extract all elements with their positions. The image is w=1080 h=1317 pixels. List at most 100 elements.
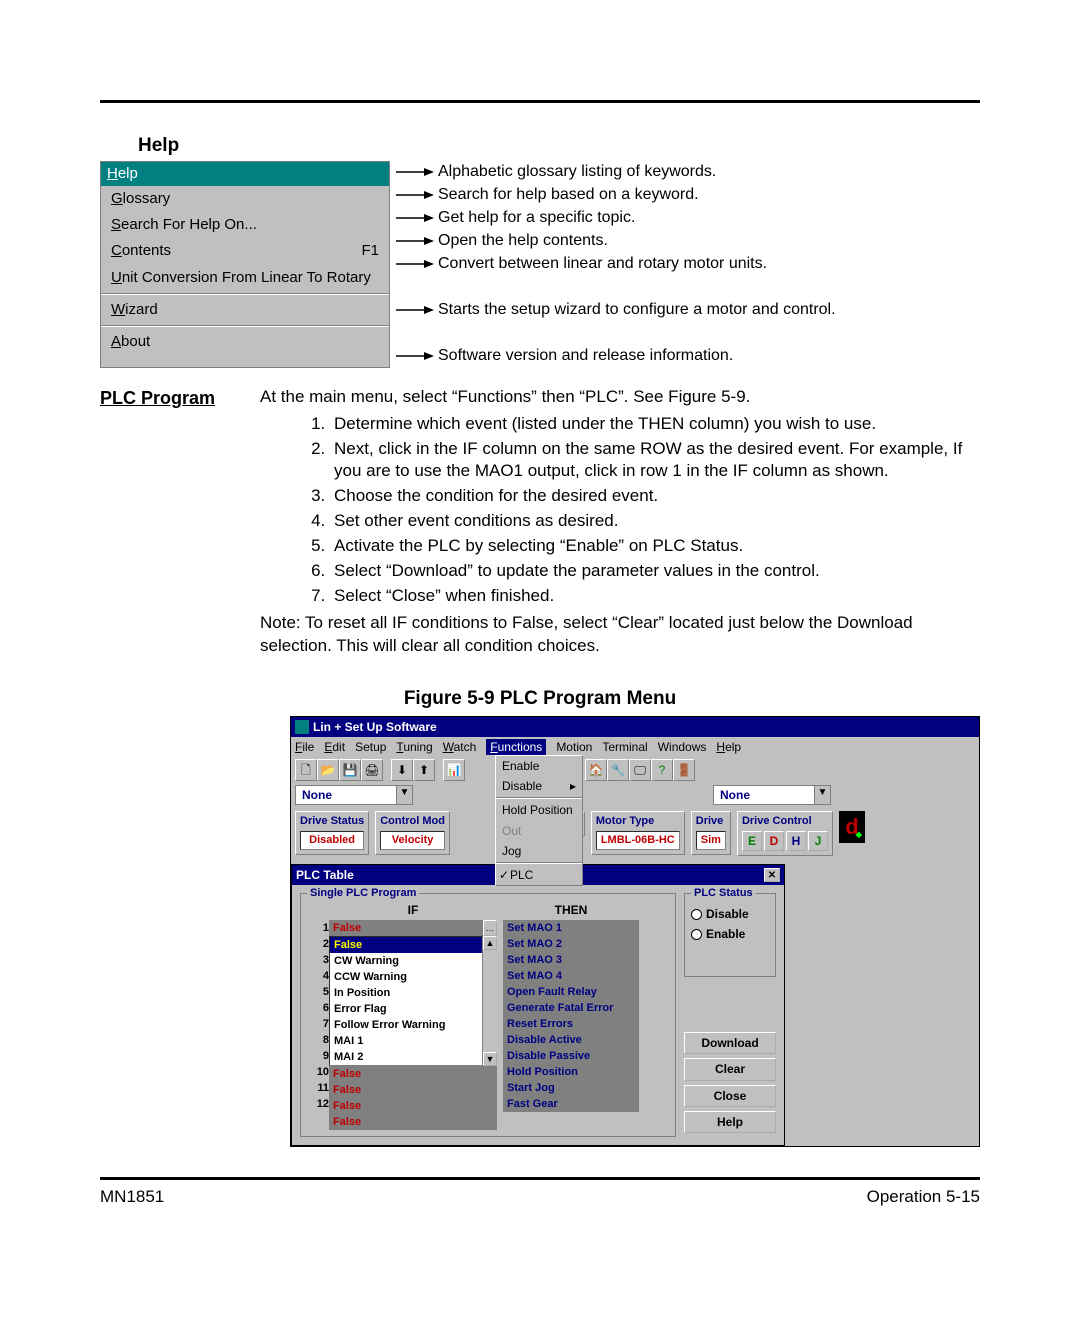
desc-text: Convert between linear and rotary motor … [438, 253, 767, 275]
combo-value: None [296, 786, 396, 804]
chevron-down-icon[interactable]: ▼ [396, 786, 412, 804]
close-icon[interactable]: ✕ [764, 868, 780, 882]
radio-enable[interactable]: Enable [691, 926, 769, 942]
if-listbox[interactable]: False CW Warning CCW Warning In Position… [329, 936, 483, 1066]
plc-dialog: PLC Table ✕ Single PLC Program 123456789… [291, 864, 785, 1146]
then-cell: Hold Position [503, 1064, 639, 1080]
app-icon [295, 720, 309, 734]
help-menu-header[interactable]: Help [101, 162, 389, 186]
screen-icon[interactable]: 🖵 [629, 759, 651, 781]
enable-button[interactable]: E [742, 831, 762, 851]
menu-label: Wizard [111, 300, 158, 320]
then-header: THEN [503, 902, 639, 920]
menu-setup[interactable]: Setup [355, 739, 386, 755]
menu-tuning[interactable]: Tuning [396, 739, 432, 755]
upload-icon[interactable]: ⬆ [413, 759, 435, 781]
list-item[interactable]: Error Flag [330, 1001, 482, 1017]
then-cell: Open Fault Relay [503, 984, 639, 1000]
functions-dropdown: Enable Disable▸ Hold Position Out Jog PL… [495, 755, 583, 886]
menu-functions[interactable]: Functions [486, 739, 546, 755]
radio-disable[interactable]: Disable [691, 906, 769, 922]
clear-button[interactable]: Clear [684, 1058, 776, 1080]
menu-terminal[interactable]: Terminal [602, 739, 647, 755]
list-item[interactable]: In Position [330, 985, 482, 1001]
figure-caption: Figure 5-9 PLC Program Menu [100, 686, 980, 712]
menu-label: Contents [111, 241, 171, 261]
radio-icon [691, 909, 702, 920]
dropdown-hold[interactable]: Hold Position [496, 800, 582, 820]
if-cell[interactable]: False [329, 920, 483, 936]
print-icon[interactable]: 🖨 [361, 759, 383, 781]
menu-motion[interactable]: Motion [556, 739, 592, 755]
menu-item-contents[interactable]: Contents F1 [101, 238, 389, 264]
page-footer: MN1851 Operation 5-15 [100, 1177, 980, 1209]
disable-button[interactable]: D [764, 831, 784, 851]
if-row-1[interactable]: False … [329, 920, 497, 936]
help-icon[interactable]: ? [651, 759, 673, 781]
radio-label: Enable [706, 926, 745, 942]
if-cell[interactable]: False [329, 1082, 497, 1098]
menu-label: About [111, 332, 150, 352]
dropdown-button-icon[interactable]: … [483, 920, 497, 936]
dropdown-jog[interactable]: Jog [496, 841, 582, 861]
menu-separator [101, 293, 389, 295]
combo-row: None▼ None▼ [291, 783, 979, 807]
menu-windows[interactable]: Windows [658, 739, 707, 755]
home-icon[interactable]: 🏠 [585, 759, 607, 781]
if-cell[interactable]: False [329, 1114, 497, 1130]
if-cell[interactable]: False [329, 1098, 497, 1114]
if-cell[interactable]: False [329, 1066, 497, 1082]
new-icon[interactable]: 🗋 [295, 759, 317, 781]
group-title: Drive Status [300, 814, 364, 829]
exit-icon[interactable]: 🚪 [673, 759, 695, 781]
menu-item-about[interactable]: About [101, 329, 389, 355]
menu-file[interactable]: File [295, 739, 314, 755]
combo-right[interactable]: None▼ [713, 785, 831, 805]
status-row: Drive Status Disabled Control Mod Veloci… [291, 807, 979, 860]
dropdown-plc[interactable]: PLC [496, 865, 582, 885]
list-item[interactable]: Follow Error Warning [330, 1017, 482, 1033]
group-title: Drive [696, 814, 726, 829]
menu-item-wizard[interactable]: Wizard [101, 297, 389, 323]
then-cell: Disable Active [503, 1032, 639, 1048]
scrollbar[interactable]: ▲ ▼ [483, 936, 497, 1066]
plc-program-body: At the main menu, select “Functions” the… [260, 386, 980, 658]
help-descriptions: Alphabetic glossary listing of keywords.… [390, 161, 980, 368]
list-item[interactable]: CW Warning [330, 953, 482, 969]
download-button[interactable]: Download [684, 1032, 776, 1054]
menu-edit[interactable]: Edit [324, 739, 345, 755]
scroll-up-icon[interactable]: ▲ [483, 936, 497, 950]
open-icon[interactable]: 📂 [317, 759, 339, 781]
chart-icon[interactable]: 📊 [443, 759, 465, 781]
list-item[interactable]: False [330, 937, 482, 953]
download-icon[interactable]: ⬇ [391, 759, 413, 781]
list-item[interactable]: CCW Warning [330, 969, 482, 985]
menu-help[interactable]: Help [716, 739, 741, 755]
toolbar: 🗋 📂 💾 🖨 ⬇ ⬆ 📊 🏠 🔧 🖵 ? 🚪 Enable Disable▸ … [291, 757, 979, 783]
menu-item-glossary[interactable]: Glossary [101, 186, 389, 212]
combo-left[interactable]: None▼ [295, 785, 413, 805]
help-menu: Help Glossary Search For Help On... Cont… [100, 161, 390, 368]
menu-shortcut: F1 [361, 241, 379, 261]
jog-button[interactable]: J [808, 831, 828, 851]
list-item[interactable]: MAI 1 [330, 1033, 482, 1049]
drive-group: Drive Sim [691, 811, 731, 855]
list-item[interactable]: MAI 2 [330, 1049, 482, 1065]
footer-left: MN1851 [100, 1186, 164, 1209]
dropdown-disable[interactable]: Disable▸ [496, 776, 582, 796]
hold-button[interactable]: H [786, 831, 806, 851]
plc-right-column: PLC Status Disable Enable Download Clear… [684, 893, 776, 1137]
save-icon[interactable]: 💾 [339, 759, 361, 781]
tool-icon[interactable]: 🔧 [607, 759, 629, 781]
chevron-down-icon[interactable]: ▼ [814, 786, 830, 804]
dropdown-out: Out [496, 821, 582, 841]
scroll-down-icon[interactable]: ▼ [483, 1052, 497, 1066]
menu-item-unitconv[interactable]: Unit Conversion From Linear To Rotary [101, 265, 389, 291]
top-rule [100, 100, 980, 103]
dropdown-enable[interactable]: Enable [496, 756, 582, 776]
menu-item-search[interactable]: Search For Help On... [101, 212, 389, 238]
close-button[interactable]: Close [684, 1085, 776, 1107]
help-heading: Help [138, 133, 980, 159]
help-button[interactable]: Help [684, 1111, 776, 1133]
menu-watch[interactable]: Watch [443, 739, 477, 755]
